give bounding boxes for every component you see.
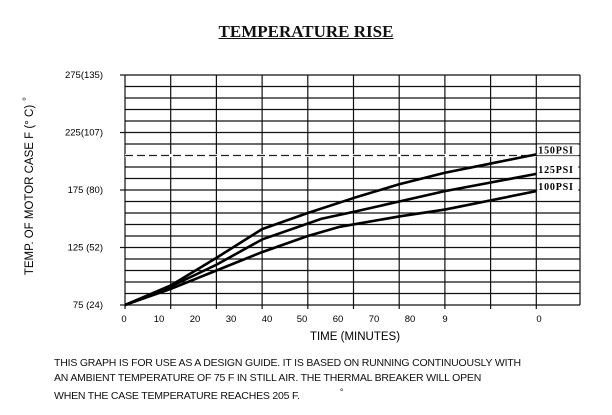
x-tick-label: 9	[442, 314, 447, 325]
series-label-bg	[537, 181, 579, 193]
series-label: 125PSI	[538, 165, 573, 176]
series-line-125psi	[124, 172, 537, 307]
note-line-3: WHEN THE CASE TEMPERATURE REACHES 205 F.…	[54, 387, 343, 402]
y-tick-label: 125 (52)	[68, 243, 103, 254]
x-tick-label: 0	[536, 314, 541, 325]
y-axis-degree-mark: °	[22, 97, 33, 101]
series-label-bg	[537, 163, 579, 175]
y-axis-label: TEMP. OF MOTOR CASE F (° C)	[24, 105, 36, 275]
note-line-3-text: WHEN THE CASE TEMPERATURE REACHES 205 F.	[54, 390, 300, 402]
note-line-1: THIS GRAPH IS FOR USE AS A DESIGN GUIDE.…	[54, 357, 521, 369]
x-tick-label: 70	[369, 314, 380, 325]
x-tick-label: 80	[405, 314, 416, 325]
series-line-150psi	[124, 153, 537, 307]
x-tick-label: 20	[190, 314, 201, 325]
chart-title: TEMPERATURE RISE	[218, 22, 394, 41]
series-label: 150PSI	[538, 145, 573, 156]
x-tick-label: 40	[262, 314, 273, 325]
x-axis-label: TIME (MINUTES)	[310, 331, 400, 343]
series-label: 100PSI	[538, 182, 573, 193]
y-tick-label: 75 (24)	[73, 300, 103, 311]
y-tick-label: 275(135)	[65, 70, 103, 81]
x-tick-label: 50	[297, 314, 308, 325]
note-line-2: AN AMBIENT TEMPERATURE OF 75 F IN STILL …	[54, 372, 482, 384]
y-tick-label: 175 (80)	[68, 185, 103, 196]
x-tick-label: 60	[333, 314, 344, 325]
series-label-bg	[537, 144, 579, 156]
series-line-100psi	[124, 189, 537, 307]
x-tick-label: 0	[121, 314, 126, 325]
x-tick-label: 30	[226, 314, 237, 325]
degree-mark: °	[339, 387, 344, 397]
x-tick-label: 10	[154, 314, 165, 325]
y-tick-label: 225(107)	[65, 128, 103, 139]
